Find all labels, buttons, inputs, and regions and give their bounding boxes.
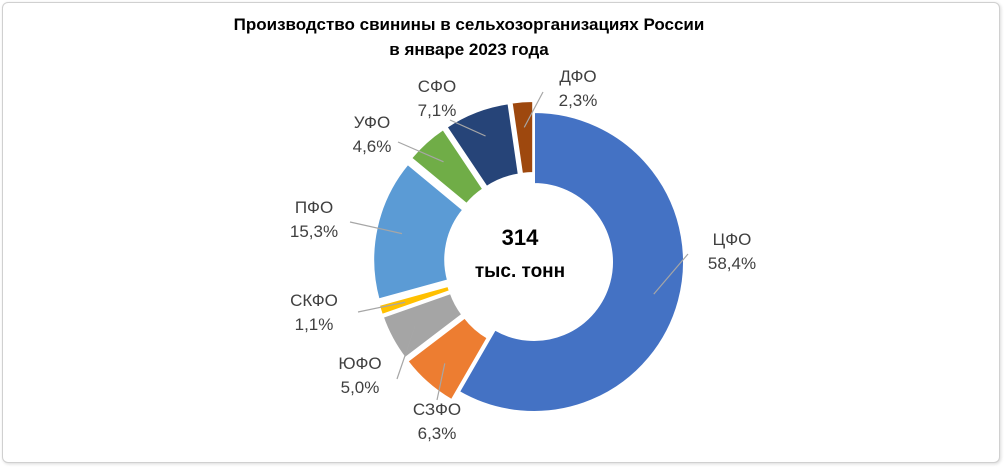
- data-label-value-ДФО: 2,3%: [559, 91, 598, 110]
- leader-line-СКФО: [357, 301, 406, 313]
- data-label-name-ЦФО: ЦФО: [713, 230, 752, 249]
- slice-УФО: [409, 127, 485, 206]
- data-label-name-СЗФО: СЗФО: [413, 400, 461, 419]
- slice-ДФО: [510, 100, 535, 175]
- leader-line-СФО: [449, 119, 486, 137]
- center-value: 314: [502, 225, 539, 250]
- data-label-value-ЦФО: 58,4%: [708, 254, 756, 273]
- slice-СЗФО: [406, 316, 490, 402]
- slice-ПФО: [372, 162, 465, 301]
- leader-line-СЗФО: [436, 363, 446, 401]
- data-label-name-СФО: СФО: [418, 77, 456, 96]
- chart-subtitle: в январе 2023 года: [389, 40, 549, 59]
- chart-title: Производство свинины в сельхозорганизаци…: [234, 15, 705, 34]
- leader-line-УФО: [397, 141, 444, 163]
- data-label-name-ПФО: ПФО: [295, 198, 333, 217]
- leader-line-ПФО: [349, 221, 403, 235]
- data-label-value-УФО: 4,6%: [353, 137, 392, 156]
- slice-ЦФО: [457, 110, 685, 413]
- data-label-name-ДФО: ДФО: [559, 67, 596, 86]
- leader-lines-group: [349, 91, 689, 401]
- slices-group: [372, 100, 685, 413]
- data-label-value-СКФО: 1,1%: [295, 315, 334, 334]
- leader-line-ЦФО: [653, 253, 689, 295]
- center-unit: тыс. тонн: [475, 261, 565, 282]
- data-label-value-ЮФО: 5,0%: [341, 378, 380, 397]
- data-label-name-УФО: УФО: [354, 113, 390, 132]
- data-labels-group: ЦФО 58,4% СЗФО 6,3% ЮФО 5,0% СКФО 1,1% ПФО 15,3% У…: [290, 67, 756, 443]
- slice-ЮФО: [381, 291, 464, 360]
- data-label-value-ПФО: 15,3%: [290, 222, 338, 241]
- data-label-value-СЗФО: 6,3%: [418, 424, 457, 443]
- leader-line-ДФО: [523, 91, 544, 128]
- data-label-name-СКФО: СКФО: [290, 291, 338, 310]
- leader-line-ЮФО: [396, 325, 416, 380]
- data-label-value-СФО: 7,1%: [418, 101, 457, 120]
- data-label-name-ЮФО: ЮФО: [338, 354, 381, 373]
- slice-СФО: [445, 102, 520, 189]
- slice-СКФО: [377, 284, 452, 317]
